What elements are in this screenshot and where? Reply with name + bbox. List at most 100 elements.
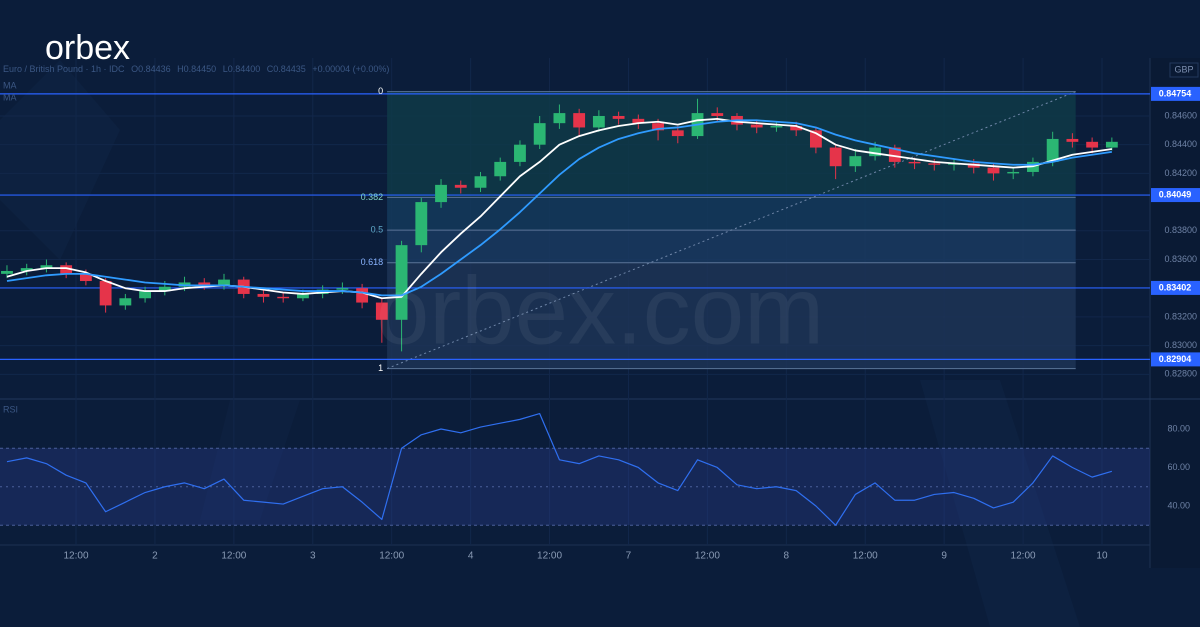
ohlc: H0.84450 [177, 64, 216, 74]
candle-body [1105, 141, 1118, 148]
fib-zone [387, 230, 1076, 263]
fib-zone [387, 197, 1076, 231]
candle-body [671, 130, 684, 137]
candle-body [435, 184, 447, 203]
fib-label: 0.382 [361, 192, 384, 202]
y-tick-label: 0.83600 [1164, 254, 1197, 264]
y-tick-label: 0.83800 [1164, 225, 1197, 235]
price-axis-bg [1150, 58, 1200, 568]
candle-body [790, 126, 803, 131]
symbol: Euro / British Pound · 1h · IDC [3, 64, 125, 74]
y-tick-label: 0.83200 [1164, 311, 1197, 321]
fib-trend [386, 91, 1076, 370]
candle-body [829, 147, 842, 167]
candle-body [928, 163, 941, 165]
candle-body [218, 279, 230, 286]
y-tick-label: 60.00 [1167, 462, 1190, 472]
currency-box [1169, 62, 1199, 78]
rsi-line [6, 412, 1113, 526]
y-tick-label: 40.00 [1167, 500, 1190, 510]
watermark: orbex.com [376, 257, 824, 364]
candle-body [375, 302, 388, 320]
y-tick-label: 0.84200 [1164, 168, 1197, 178]
moving-average [6, 117, 1112, 300]
x-tick-label: 9 [941, 551, 947, 562]
candle-body [533, 123, 546, 145]
x-tick-label: 10 [1096, 551, 1108, 562]
candle-body [198, 282, 211, 286]
candle-body [79, 273, 92, 282]
y-tick-label: 0.84400 [1164, 139, 1197, 149]
candle-body [20, 268, 33, 271]
candle-body [139, 291, 152, 299]
indicator-label: MA [3, 92, 17, 102]
y-tick-label: 0.84600 [1164, 110, 1197, 120]
decor [920, 380, 1080, 627]
x-tick-label: 7 [626, 551, 632, 562]
rsi-title: RSI [3, 404, 18, 414]
x-tick-label: 12:00 [537, 551, 562, 562]
candle-body [1007, 171, 1020, 174]
candle-body [1046, 138, 1059, 162]
x-tick-label: 12:00 [1011, 551, 1036, 562]
candle-body [1, 270, 13, 274]
x-tick-label: 8 [784, 551, 790, 562]
y-tick-label: 0.82800 [1164, 369, 1197, 379]
candle-body [297, 293, 309, 299]
candle-body [1086, 141, 1099, 148]
moving-average [6, 119, 1112, 297]
candle-body [356, 288, 369, 303]
candle-body [336, 288, 349, 290]
ohlc: C0.84435 [267, 64, 306, 74]
candle-body [908, 161, 921, 164]
level-label-box [1151, 352, 1200, 367]
ohlc: L0.84400 [223, 64, 261, 74]
candle-body [809, 130, 822, 148]
level-label: 0.83402 [1159, 282, 1192, 292]
candle-body [652, 123, 664, 131]
candle-body [257, 293, 270, 297]
candle-body [99, 281, 112, 306]
ohlc: O0.84436 [131, 64, 171, 74]
fib-zone [387, 91, 1076, 198]
decor [200, 400, 300, 520]
candle-body [750, 124, 763, 128]
change: +0.00004 (+0.00%) [312, 64, 389, 74]
candle-body [573, 113, 586, 128]
candle-body [1066, 138, 1079, 142]
candle-body [514, 144, 526, 162]
level-label: 0.82904 [1159, 354, 1192, 364]
candle-body [612, 115, 625, 119]
level-label-box [1151, 280, 1200, 295]
level-label: 0.84049 [1159, 189, 1192, 199]
x-tick-label: 4 [468, 551, 474, 562]
x-tick-label: 12:00 [221, 551, 246, 562]
x-tick-label: 12:00 [853, 551, 878, 562]
currency: GBP [1174, 64, 1193, 74]
candle-body [60, 265, 73, 274]
candle-body [395, 245, 408, 320]
candle-body [474, 176, 487, 188]
level-label-box [1151, 86, 1200, 101]
candle-body [592, 115, 605, 128]
fib-zone [387, 262, 1076, 369]
x-tick-label: 12:00 [379, 551, 404, 562]
candle-body [158, 286, 171, 292]
rsi-band [0, 448, 1150, 526]
candle-body [987, 167, 1000, 174]
x-tick-label: 12:00 [695, 551, 720, 562]
fib-label: 0.618 [361, 257, 384, 267]
candle-body [277, 296, 290, 299]
candle-body [454, 184, 467, 188]
symbol-header: Euro / British Pound · 1h · IDC O0.84436… [3, 64, 389, 74]
decor [0, 60, 120, 260]
x-tick-label: 2 [152, 551, 158, 562]
candle-body [415, 202, 428, 246]
candle-body [119, 298, 132, 306]
candle-body [494, 161, 507, 177]
y-tick-label: 80.00 [1167, 423, 1190, 433]
candle-body [849, 156, 862, 167]
candle-body [770, 126, 783, 128]
